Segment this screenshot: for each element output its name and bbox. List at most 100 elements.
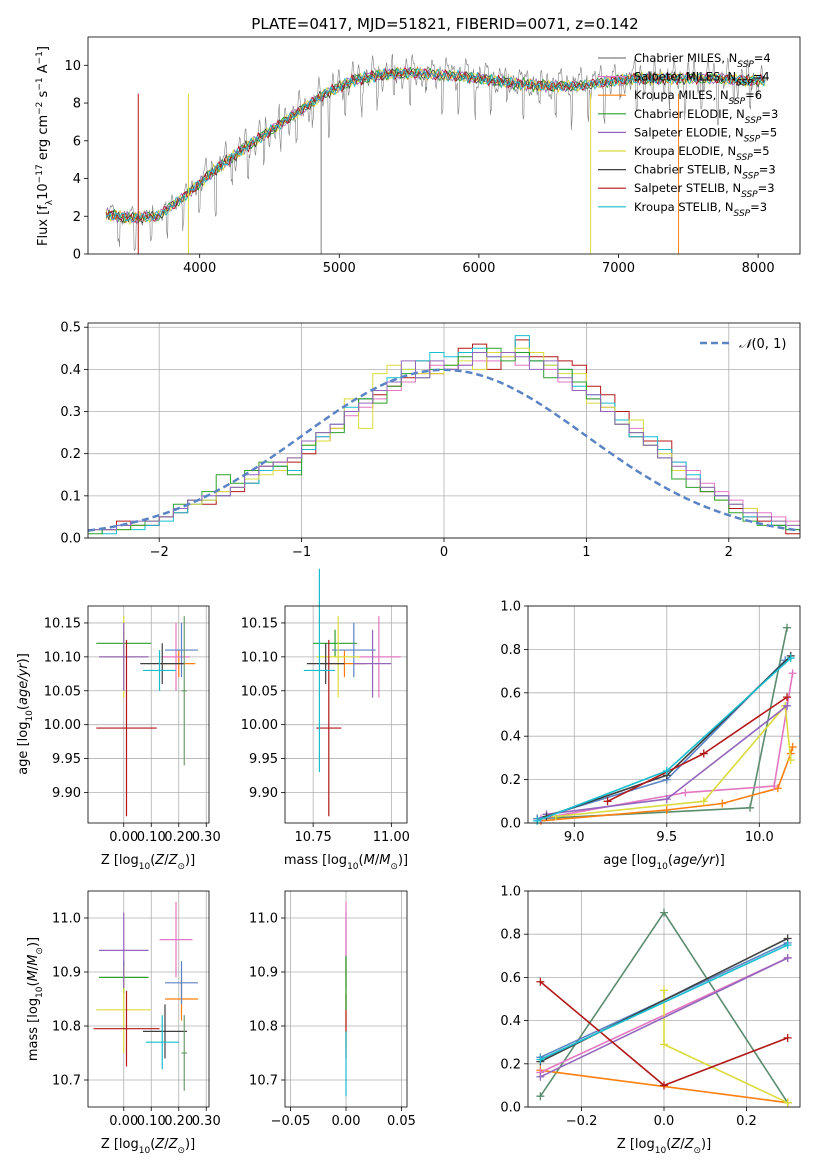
x-tick-label: −2	[150, 545, 169, 560]
mass-vs-metallicity-panel: 0.000.100.200.30 10.7 10.8 10.9 11.0 Z [log10…	[26, 890, 221, 1156]
x-tick-label: 1	[582, 545, 590, 560]
data-point	[660, 1081, 668, 1090]
legend-label: Kroupa STELIB, NSSP=3	[634, 200, 767, 219]
x-tick-label: 4000	[183, 261, 216, 276]
y-tick-label: 10.8	[52, 1020, 81, 1035]
y-tick-label: 0.6	[500, 686, 521, 701]
data-point	[783, 941, 792, 949]
y-tick-label: 0.0	[500, 817, 521, 832]
x-axis-label: Z [log10(Z/Z⊙)]	[101, 1137, 195, 1156]
chart-title: PLATE=0417, MJD=51821, FIBERID=0071, z=0…	[251, 15, 638, 33]
y-tick-label: 11.0	[52, 912, 81, 927]
axes-frame	[527, 605, 801, 824]
data-point	[536, 1072, 545, 1081]
axes-frame	[87, 36, 801, 255]
y-tick-label: 0.0	[60, 532, 81, 547]
series-line	[105, 53, 766, 251]
y-tick-label: 10.7	[52, 1074, 81, 1089]
x-axis-label: Z [log10(Z/Z⊙)]	[617, 1137, 711, 1156]
legend: 𝒩(0, 1)	[700, 337, 786, 352]
x-tick-label: 9.0	[564, 830, 585, 845]
x-tick-label: 2	[725, 545, 733, 560]
data-point	[783, 693, 792, 702]
x-tick-label: 5000	[323, 261, 356, 276]
x-tick-label: 0.30	[192, 1114, 221, 1129]
plot-area	[528, 605, 800, 825]
data-point	[783, 1098, 792, 1107]
x-tick-label: 0.05	[387, 1114, 416, 1129]
y-tick-label: 0.4	[500, 730, 521, 745]
plot-area	[88, 891, 209, 1107]
y-tick-label: 10.9	[249, 966, 278, 981]
series-line	[540, 957, 788, 1078]
y-tick-label: 0.3	[60, 405, 81, 420]
y-tick-label: 0.2	[500, 773, 521, 788]
y-tick-label: 10	[64, 59, 81, 74]
y-tick-label: 10.15	[44, 616, 81, 631]
residual-histogram-panel: −2 −1 0 1 2 0.0 0.1 0.2 0.3 0.4 0.5 𝒩(0, 1)	[60, 321, 801, 560]
y-tick-label: 0.4	[60, 363, 81, 378]
data-point	[783, 623, 792, 632]
spectrum-panel: 4000 5000 6000 7000 8000 0 2 4 6 8 10 Flux [fλ10−17…	[35, 36, 801, 276]
plot-area	[105, 53, 766, 254]
legend-label: Chabrier STELIB, NSSP=3	[634, 163, 776, 182]
histogram-step	[88, 352, 800, 531]
axes-frame	[87, 890, 210, 1108]
y-tick-label: 10.10	[241, 650, 278, 665]
data-point	[699, 797, 708, 806]
y-tick-label: 9.95	[52, 752, 81, 767]
plot-area	[88, 606, 209, 823]
legend-label: 𝒩(0, 1)	[739, 337, 786, 352]
data-point	[536, 1092, 545, 1101]
y-tick-label: 10.10	[44, 650, 81, 665]
y-tick-label: 10.05	[241, 684, 278, 699]
y-tick-label: 9.90	[52, 786, 81, 801]
y-axis-label: Flux [fλ10−17 erg cm−2 s−1 A−1]	[35, 46, 55, 246]
x-tick-label: 11.00	[373, 830, 410, 845]
y-tick-label: 0.0	[500, 1101, 521, 1116]
x-axis-label: Z [log10(Z/Z⊙)]	[101, 853, 195, 872]
series-line	[555, 704, 792, 818]
data-point	[788, 669, 797, 678]
axes-frame	[527, 890, 801, 1108]
legend-label: Chabrier MILES, NSSP=4	[634, 51, 771, 70]
data-point	[536, 1055, 545, 1064]
axes-frame	[284, 890, 408, 1108]
plot-area	[528, 890, 800, 1108]
y-tick-label: 4	[73, 172, 81, 187]
y-tick-label: 10.15	[241, 616, 278, 631]
y-tick-label: 0.8	[500, 643, 521, 658]
gaussian-curve	[87, 368, 801, 532]
data-point	[662, 766, 671, 775]
y-tick-label: 9.95	[249, 752, 278, 767]
axes-frame	[87, 322, 801, 539]
y-tick-label: 0.1	[60, 489, 81, 504]
y-tick-label: 0.4	[500, 1014, 521, 1029]
data-point	[660, 1040, 668, 1049]
data-point	[783, 1033, 792, 1042]
x-tick-label: −0.05	[271, 1114, 311, 1129]
y-tick-label: 0.8	[500, 928, 521, 943]
legend-label: Kroupa ELODIE, NSSP=5	[634, 144, 770, 163]
y-tick-label: 9.90	[249, 786, 278, 801]
data-point	[699, 749, 708, 758]
data-point	[533, 816, 542, 825]
data-point	[681, 788, 690, 797]
x-tick-label: 0.00	[109, 1114, 138, 1129]
x-axis-label: mass [log10(M/M⊙)]	[284, 853, 408, 872]
y-tick-label: 8	[73, 97, 81, 112]
x-tick-label: −1	[292, 545, 311, 560]
data-point	[786, 756, 795, 765]
x-tick-label: 0.00	[109, 830, 138, 845]
age-vs-metallicity-panel: 0.000.100.200.30 9.90 9.95 10.00 10.05 10.10 1…	[16, 605, 221, 872]
x-tick-label: 0.30	[192, 830, 221, 845]
y-axis-label: age [log10(age/yr)]	[16, 653, 35, 775]
x-tick-label: 0.10	[137, 830, 166, 845]
y-tick-label: 0	[73, 248, 81, 263]
x-tick-label: 10.75	[295, 830, 332, 845]
y-tick-label: 6	[73, 134, 81, 149]
x-tick-label: 0.10	[137, 1114, 166, 1129]
x-tick-label: 7000	[602, 261, 635, 276]
